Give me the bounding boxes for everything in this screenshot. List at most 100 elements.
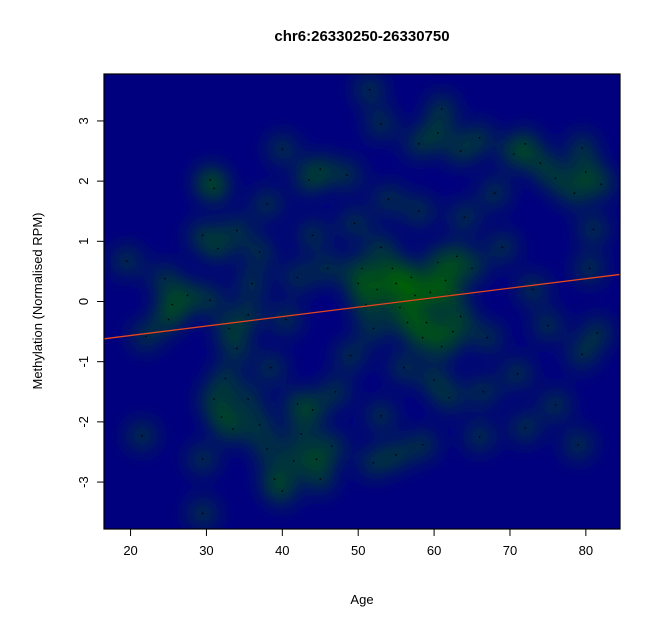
y-tick-label: -3 [76,476,91,488]
data-point [581,353,583,356]
data-point [524,143,526,145]
data-point [387,198,390,200]
data-point [334,390,337,393]
data-point [463,216,466,219]
data-point [418,210,420,213]
data-point [471,267,473,270]
data-point [209,299,212,302]
data-point [421,336,424,339]
y-axis-label: Methylation (Normalised RPM) [30,213,45,390]
data-point [201,234,204,237]
data-point [247,313,249,316]
data-point [433,378,435,381]
data-point [581,147,583,149]
data-point [482,390,485,393]
data-point [395,282,397,285]
data-point [448,396,451,399]
data-point [429,291,432,294]
data-point [459,315,462,318]
x-tick-label: 40 [275,543,289,558]
data-point [361,267,363,270]
data-point [372,327,375,330]
data-point [330,445,333,447]
data-point [459,150,462,152]
data-point [414,294,416,297]
x-tick-label: 80 [579,543,593,558]
data-point [444,279,447,282]
data-point [524,427,526,429]
data-point [144,335,147,338]
y-tick-label: 1 [76,238,91,245]
x-tick-label: 60 [427,543,441,558]
data-point [437,132,439,134]
data-point [171,303,174,306]
data-point [296,276,299,279]
data-point [402,366,405,369]
data-point [251,282,253,285]
data-point [376,288,378,291]
data-point [399,306,401,309]
chart-title: chr6:26330250-26330750 [274,28,449,45]
data-point [380,123,382,125]
data-point [300,433,303,435]
data-point [573,192,576,194]
data-point [349,354,352,357]
data-point [266,448,268,450]
data-point [201,458,204,460]
data-point [547,324,549,327]
y-axis: -3 -2 -1 0 1 2 3 [76,117,104,488]
data-point [452,330,454,333]
data-point [425,321,428,324]
data-point [266,203,268,205]
x-tick-label: 50 [351,543,365,558]
x-tick-label: 70 [503,543,517,558]
data-point [201,512,204,515]
data-point [281,148,284,151]
data-point [554,404,557,406]
data-point [258,251,261,253]
data-point [588,267,591,270]
data-point [368,88,371,91]
data-point [406,321,409,324]
data-point [228,327,231,330]
data-point [141,434,143,437]
data-point [486,336,489,339]
data-point [421,443,424,446]
data-point [311,409,314,411]
data-point [232,428,234,430]
data-point [258,424,261,426]
data-point [456,255,458,258]
data-point [353,222,356,225]
data-point [346,174,348,176]
data-point [281,490,284,492]
data-point [213,398,215,400]
density-colour-map [111,74,617,529]
data-point [531,288,534,291]
x-axis-label: Age [350,592,373,607]
data-point [554,177,557,179]
data-point [596,331,599,334]
data-point [364,303,367,306]
data-point [213,187,215,190]
data-point [516,372,519,375]
y-tick-label: 0 [76,298,91,305]
data-point [410,276,413,279]
data-point [235,347,238,350]
data-point [440,108,443,110]
data-point [478,136,481,139]
data-point [440,345,443,348]
data-point [319,478,322,480]
x-tick-label: 20 [123,543,137,558]
data-point [512,153,515,155]
data-point [186,294,189,297]
data-point [372,461,375,464]
data-point [273,478,276,480]
data-point [315,458,318,460]
data-point [167,318,170,321]
data-point [357,282,360,285]
data-point [391,267,394,270]
data-point [270,366,272,369]
data-point [209,179,212,181]
x-axis: 20 30 40 50 60 70 80 [123,529,593,558]
